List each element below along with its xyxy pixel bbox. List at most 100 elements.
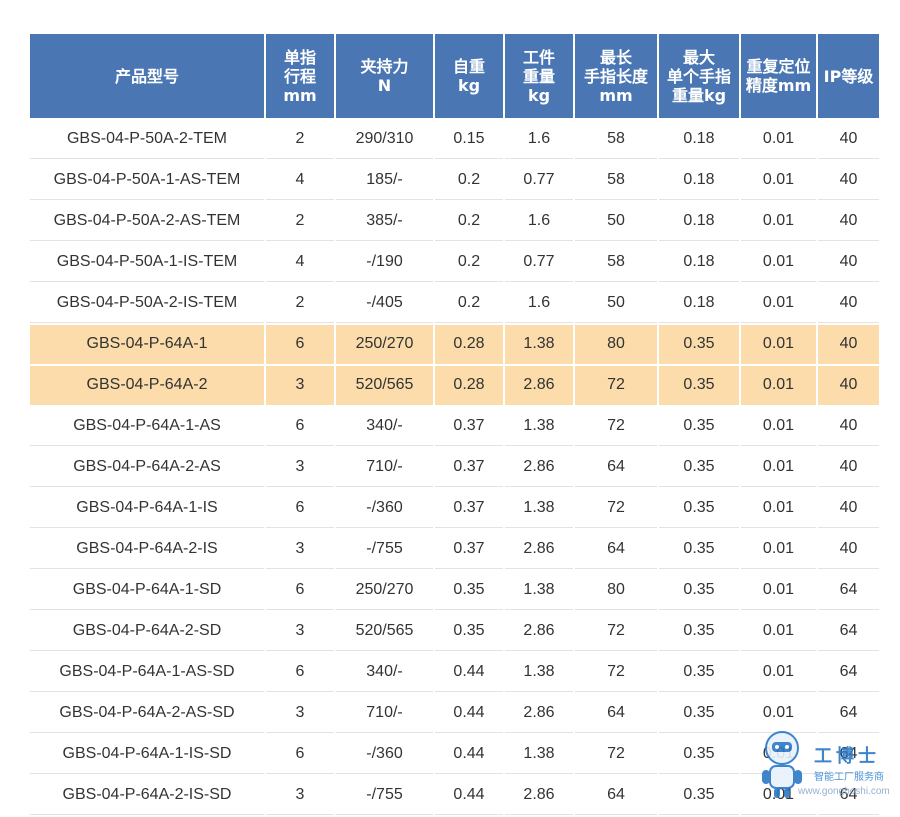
- table-cell: 64: [818, 694, 879, 733]
- table-cell: 40: [818, 325, 879, 364]
- table-row: GBS-04-P-64A-2-AS 3 710/- 0.37 2.86 64 0.35 0.0…: [30, 448, 879, 487]
- table-cell: 1.38: [505, 489, 573, 528]
- column-header: IP等级: [818, 34, 879, 118]
- table-cell: 80: [575, 325, 657, 364]
- table-cell: 0.44: [435, 653, 503, 692]
- model-cell: GBS-04-P-64A-2-AS: [30, 448, 264, 487]
- table-cell: 40: [818, 202, 879, 241]
- table-cell: 6: [266, 653, 334, 692]
- table-cell: 3: [266, 366, 334, 405]
- table-cell: 40: [818, 407, 879, 446]
- watermark-subtitle: 智能工厂服务商: [814, 772, 884, 783]
- model-cell: GBS-04-P-64A-2-IS: [30, 530, 264, 569]
- table-cell: 340/-: [336, 407, 433, 446]
- table-body: GBS-04-P-50A-2-TEM 2 290/310 0.15 1.6 58 0.18 0…: [30, 120, 879, 815]
- table-cell: 64: [818, 735, 879, 774]
- table-cell: 0.35: [659, 448, 739, 487]
- table-cell: 2.86: [505, 776, 573, 815]
- table-cell: 0.35: [659, 776, 739, 815]
- table-cell: 40: [818, 530, 879, 569]
- table-cell: 0.01: [741, 120, 816, 159]
- table-cell: 0.01: [741, 653, 816, 692]
- table-cell: 58: [575, 243, 657, 282]
- table-cell: 250/270: [336, 571, 433, 610]
- table-cell: 72: [575, 653, 657, 692]
- table-cell: 1.38: [505, 325, 573, 364]
- table-cell: 3: [266, 448, 334, 487]
- table-cell: 2.86: [505, 612, 573, 651]
- table-cell: 4: [266, 161, 334, 200]
- table-cell: 0.37: [435, 489, 503, 528]
- model-cell: GBS-04-P-64A-2-AS-SD: [30, 694, 264, 733]
- table-cell: 0.2: [435, 243, 503, 282]
- table-header-row: 产品型号 单指 行程 mm 夹持力 N 自重 kg 工件 重量 kg 最长 手指长度 mm…: [30, 34, 879, 118]
- table-cell: 1.38: [505, 653, 573, 692]
- table-cell: 72: [575, 407, 657, 446]
- table-cell: 0.35: [659, 489, 739, 528]
- table-cell: -/755: [336, 530, 433, 569]
- table-cell: 40: [818, 366, 879, 405]
- table-cell: 1.6: [505, 120, 573, 159]
- table-cell: 0.01: [741, 571, 816, 610]
- table-cell: 385/-: [336, 202, 433, 241]
- table-cell: 2.86: [505, 448, 573, 487]
- table-cell: -/755: [336, 776, 433, 815]
- table-cell: -/190: [336, 243, 433, 282]
- table-cell: 72: [575, 366, 657, 405]
- table-cell: 1.38: [505, 407, 573, 446]
- table-cell: 1.38: [505, 571, 573, 610]
- model-cell: GBS-04-P-64A-1-SD: [30, 571, 264, 610]
- table-cell: 0.01: [741, 161, 816, 200]
- table-cell: 40: [818, 161, 879, 200]
- table-row: GBS-04-P-50A-2-IS-TEM 2 -/405 0.2 1.6 50 0.18 0…: [30, 284, 879, 323]
- model-cell: GBS-04-P-64A-2: [30, 366, 264, 405]
- table-cell: -/360: [336, 489, 433, 528]
- column-header: 单指 行程 mm: [266, 34, 334, 118]
- model-cell: GBS-04-P-64A-1-IS-SD: [30, 735, 264, 774]
- table-cell: 0.01: [741, 284, 816, 323]
- table-cell: 6: [266, 407, 334, 446]
- table-cell: 2.86: [505, 694, 573, 733]
- table-cell: 0.44: [435, 694, 503, 733]
- table-cell: 0.28: [435, 325, 503, 364]
- table-cell: 6: [266, 735, 334, 774]
- column-header: 工件 重量 kg: [505, 34, 573, 118]
- table-cell: 0.35: [659, 366, 739, 405]
- table-cell: 0.18: [659, 284, 739, 323]
- table-cell: 58: [575, 120, 657, 159]
- model-cell: GBS-04-P-64A-1-IS: [30, 489, 264, 528]
- table-cell: 2: [266, 202, 334, 241]
- column-header: 产品型号: [30, 34, 264, 118]
- table-cell: 0.01: [741, 243, 816, 282]
- watermark-brand: 工博士: [814, 746, 880, 767]
- table-cell: 0.18: [659, 202, 739, 241]
- table-cell: 185/-: [336, 161, 433, 200]
- column-header: 夹持力 N: [336, 34, 433, 118]
- table-row: GBS-04-P-64A-1-AS 6 340/- 0.37 1.38 72 0.35 0.0…: [30, 407, 879, 446]
- table-cell: 520/565: [336, 366, 433, 405]
- table-cell: 250/270: [336, 325, 433, 364]
- table-cell: 64: [575, 694, 657, 733]
- table-cell: 3: [266, 694, 334, 733]
- table-cell: 0.37: [435, 407, 503, 446]
- table-cell: 72: [575, 612, 657, 651]
- table-cell: 2.86: [505, 366, 573, 405]
- table-cell: 0.35: [435, 571, 503, 610]
- table-cell: 72: [575, 489, 657, 528]
- table-cell: 1.6: [505, 202, 573, 241]
- table-cell: 0.01: [741, 366, 816, 405]
- column-header: 重复定位 精度mm: [741, 34, 816, 118]
- model-cell: GBS-04-P-50A-1-IS-TEM: [30, 243, 264, 282]
- table-cell: 80: [575, 571, 657, 610]
- column-header: 最长 手指长度 mm: [575, 34, 657, 118]
- table-cell: 0.44: [435, 776, 503, 815]
- table-cell: 0.44: [435, 735, 503, 774]
- table-cell: 2: [266, 120, 334, 159]
- table-cell: 0.01: [741, 407, 816, 446]
- table-cell: 0.2: [435, 202, 503, 241]
- table-cell: 0.35: [659, 407, 739, 446]
- model-cell: GBS-04-P-50A-2-AS-TEM: [30, 202, 264, 241]
- table-row: GBS-04-P-64A-1-IS 6 -/360 0.37 1.38 72 0.35 0.0…: [30, 489, 879, 528]
- table-cell: 0.37: [435, 530, 503, 569]
- column-header: 最大 单个手指 重量kg: [659, 34, 739, 118]
